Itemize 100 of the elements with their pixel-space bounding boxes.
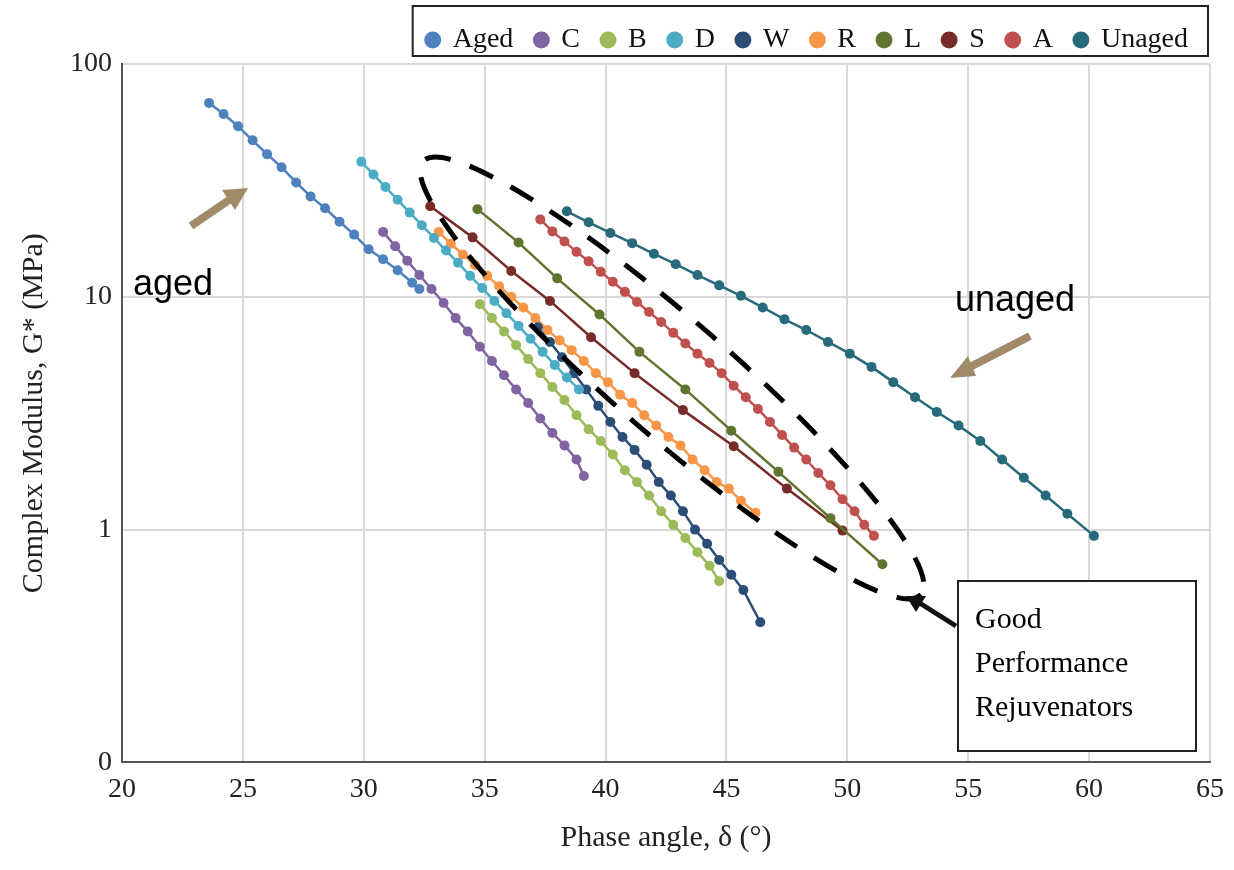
point: [777, 429, 788, 440]
point: [665, 490, 676, 501]
point: [648, 248, 659, 259]
point: [825, 480, 836, 491]
point: [511, 384, 522, 395]
point: [438, 298, 449, 309]
point: [554, 335, 565, 346]
point: [663, 431, 674, 442]
point: [595, 436, 606, 447]
point: [535, 214, 546, 225]
point: [602, 377, 613, 388]
point: [465, 270, 476, 281]
legend-label: Unaged: [1100, 22, 1188, 54]
point: [349, 229, 360, 240]
point: [844, 348, 855, 359]
point: [752, 403, 763, 414]
point: [571, 410, 582, 421]
point: [634, 346, 645, 357]
point: [578, 355, 589, 366]
point: [997, 454, 1008, 465]
legend-label: B: [628, 22, 647, 54]
point: [414, 284, 425, 295]
point: [547, 226, 558, 237]
point: [704, 357, 715, 368]
point: [467, 232, 478, 243]
point: [561, 206, 572, 217]
point: [668, 327, 679, 338]
point: [716, 368, 727, 379]
point: [690, 524, 701, 535]
point: [513, 237, 524, 248]
point: [680, 384, 691, 395]
point: [486, 313, 497, 324]
point: [677, 506, 688, 517]
point: [677, 405, 688, 416]
point: [1018, 472, 1029, 483]
point: [641, 459, 652, 470]
point: [735, 495, 746, 506]
point: [702, 538, 713, 549]
point: [627, 397, 638, 408]
point: [619, 465, 630, 476]
point: [639, 410, 650, 421]
point: [537, 346, 548, 357]
point: [849, 506, 860, 517]
x-tick-label: 40: [591, 771, 620, 803]
point: [735, 290, 746, 301]
point: [204, 97, 215, 108]
point: [868, 530, 879, 541]
point: [629, 444, 640, 455]
point: [428, 232, 439, 243]
point: [595, 266, 606, 277]
point: [549, 359, 560, 370]
point: [523, 397, 534, 408]
point: [704, 560, 715, 571]
point: [644, 490, 655, 501]
point: [363, 244, 374, 255]
point: [605, 416, 616, 427]
point: [866, 361, 877, 372]
point: [233, 121, 244, 132]
point: [656, 316, 667, 327]
point: [692, 348, 703, 359]
point: [530, 313, 541, 324]
point: [262, 149, 273, 160]
point: [425, 201, 436, 212]
annotation: unaged: [955, 278, 1077, 320]
point: [566, 345, 577, 356]
point: [687, 454, 698, 465]
x-tick-label: 60: [1075, 771, 1104, 803]
point: [356, 156, 367, 167]
point: [619, 286, 630, 297]
point: [607, 449, 618, 460]
point: [499, 326, 510, 337]
point: [506, 266, 517, 277]
point: [740, 392, 751, 403]
point: [723, 483, 734, 494]
point: [499, 370, 510, 381]
x-axis-title: Phase angle, δ (°): [560, 818, 772, 853]
point: [494, 281, 505, 292]
point: [416, 220, 427, 231]
point: [440, 245, 451, 256]
legend-label: C: [561, 22, 581, 54]
point: [552, 273, 563, 284]
point: [247, 135, 258, 146]
point: [656, 506, 667, 517]
x-tick-label: 55: [954, 771, 983, 803]
point: [547, 381, 558, 392]
point: [407, 277, 418, 288]
point: [615, 389, 626, 400]
point: [837, 494, 848, 505]
point: [320, 203, 331, 214]
point: [931, 407, 942, 417]
point: [544, 295, 555, 306]
point: [291, 177, 302, 188]
point: [1088, 530, 1099, 541]
point: [755, 617, 766, 628]
point: [559, 440, 570, 451]
point: [450, 313, 461, 324]
point: [764, 416, 775, 427]
point: [477, 283, 488, 294]
point: [457, 249, 468, 260]
legend-label: D: [694, 22, 715, 54]
